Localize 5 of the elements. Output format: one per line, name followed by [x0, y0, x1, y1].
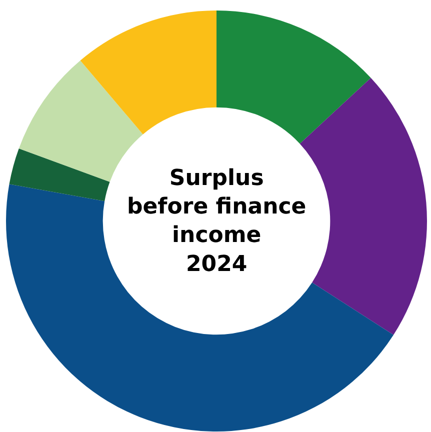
donut-slice — [9, 148, 110, 202]
text: Surplus before finance income 2024 — [127, 166, 306, 277]
donut-slice — [216, 10, 371, 144]
donut-slice — [80, 10, 216, 134]
donut-slice — [18, 60, 143, 182]
